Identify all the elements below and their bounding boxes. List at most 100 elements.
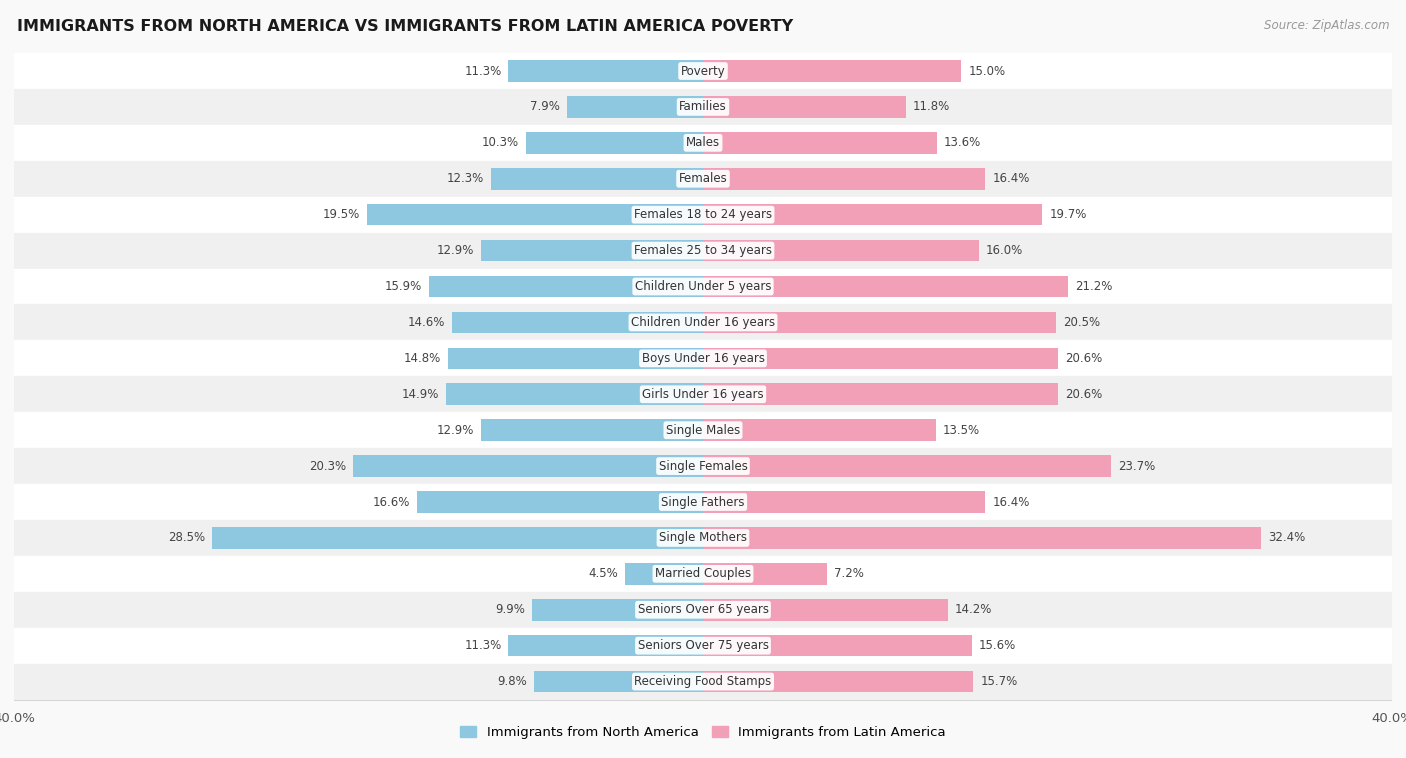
Text: 11.3%: 11.3%	[464, 639, 502, 652]
Bar	[14, 233, 1392, 268]
Bar	[451, 312, 703, 334]
Bar	[14, 53, 1392, 89]
Text: 12.9%: 12.9%	[436, 424, 474, 437]
Text: 15.9%: 15.9%	[385, 280, 422, 293]
Bar	[14, 484, 1392, 520]
Text: 14.9%: 14.9%	[402, 388, 440, 401]
Text: 14.8%: 14.8%	[404, 352, 441, 365]
Text: 19.5%: 19.5%	[323, 208, 360, 221]
Text: 16.6%: 16.6%	[373, 496, 411, 509]
Bar	[14, 89, 1392, 125]
Bar	[212, 527, 703, 549]
Text: 21.2%: 21.2%	[1076, 280, 1112, 293]
Bar	[14, 628, 1392, 664]
Bar	[14, 268, 1392, 305]
Bar	[14, 376, 1392, 412]
Text: Boys Under 16 years: Boys Under 16 years	[641, 352, 765, 365]
Text: 16.4%: 16.4%	[993, 496, 1029, 509]
Text: Married Couples: Married Couples	[655, 567, 751, 581]
Text: Single Males: Single Males	[666, 424, 740, 437]
Bar	[533, 599, 703, 621]
Bar	[703, 132, 938, 154]
Text: Single Fathers: Single Fathers	[661, 496, 745, 509]
Bar	[534, 671, 703, 692]
Text: 23.7%: 23.7%	[1118, 459, 1156, 472]
Bar	[14, 520, 1392, 556]
Text: Children Under 5 years: Children Under 5 years	[634, 280, 772, 293]
Bar	[703, 276, 1069, 297]
Bar	[526, 132, 703, 154]
Bar	[509, 60, 703, 82]
Bar	[509, 635, 703, 656]
Text: 20.6%: 20.6%	[1064, 352, 1102, 365]
Bar	[703, 491, 986, 513]
Bar	[703, 599, 948, 621]
Text: IMMIGRANTS FROM NORTH AMERICA VS IMMIGRANTS FROM LATIN AMERICA POVERTY: IMMIGRANTS FROM NORTH AMERICA VS IMMIGRA…	[17, 19, 793, 34]
Text: 13.5%: 13.5%	[942, 424, 980, 437]
Text: 20.3%: 20.3%	[309, 459, 346, 472]
Text: Receiving Food Stamps: Receiving Food Stamps	[634, 675, 772, 688]
Text: 13.6%: 13.6%	[945, 136, 981, 149]
Bar	[703, 60, 962, 82]
Text: 16.4%: 16.4%	[993, 172, 1029, 185]
Bar	[703, 168, 986, 190]
Text: 12.9%: 12.9%	[436, 244, 474, 257]
Bar	[703, 419, 935, 441]
Bar	[14, 664, 1392, 700]
Text: 19.7%: 19.7%	[1049, 208, 1087, 221]
Bar	[449, 348, 703, 369]
Text: 16.0%: 16.0%	[986, 244, 1022, 257]
Text: 15.0%: 15.0%	[969, 64, 1005, 77]
Bar	[703, 384, 1057, 405]
Legend: Immigrants from North America, Immigrants from Latin America: Immigrants from North America, Immigrant…	[456, 720, 950, 744]
Text: Girls Under 16 years: Girls Under 16 years	[643, 388, 763, 401]
Text: 20.5%: 20.5%	[1063, 316, 1099, 329]
Bar	[14, 305, 1392, 340]
Text: 9.8%: 9.8%	[498, 675, 527, 688]
Text: Single Mothers: Single Mothers	[659, 531, 747, 544]
Text: Seniors Over 65 years: Seniors Over 65 years	[637, 603, 769, 616]
Bar	[703, 96, 907, 117]
Text: 7.2%: 7.2%	[834, 567, 863, 581]
Text: 28.5%: 28.5%	[169, 531, 205, 544]
Bar	[429, 276, 703, 297]
Text: 14.6%: 14.6%	[408, 316, 444, 329]
Text: Females 18 to 24 years: Females 18 to 24 years	[634, 208, 772, 221]
Bar	[14, 340, 1392, 376]
Bar	[14, 556, 1392, 592]
Text: 12.3%: 12.3%	[447, 172, 484, 185]
Text: 9.9%: 9.9%	[496, 603, 526, 616]
Bar	[703, 671, 973, 692]
Bar	[367, 204, 703, 225]
Bar	[703, 312, 1056, 334]
Bar	[14, 592, 1392, 628]
Text: Source: ZipAtlas.com: Source: ZipAtlas.com	[1264, 19, 1389, 32]
Bar	[14, 448, 1392, 484]
Text: Females 25 to 34 years: Females 25 to 34 years	[634, 244, 772, 257]
Bar	[703, 456, 1111, 477]
Bar	[626, 563, 703, 584]
Bar	[703, 240, 979, 262]
Bar	[14, 197, 1392, 233]
Text: 20.6%: 20.6%	[1064, 388, 1102, 401]
Text: 15.7%: 15.7%	[980, 675, 1018, 688]
Text: 11.3%: 11.3%	[464, 64, 502, 77]
Bar	[14, 412, 1392, 448]
Text: 7.9%: 7.9%	[530, 100, 560, 114]
Bar	[481, 240, 703, 262]
Bar	[567, 96, 703, 117]
Bar	[446, 384, 703, 405]
Text: 10.3%: 10.3%	[482, 136, 519, 149]
Text: Females: Females	[679, 172, 727, 185]
Text: Single Females: Single Females	[658, 459, 748, 472]
Text: 32.4%: 32.4%	[1268, 531, 1305, 544]
Text: Poverty: Poverty	[681, 64, 725, 77]
Bar	[418, 491, 703, 513]
Bar	[703, 348, 1057, 369]
Bar	[491, 168, 703, 190]
Bar	[703, 204, 1042, 225]
Text: Families: Families	[679, 100, 727, 114]
Bar	[14, 161, 1392, 197]
Bar	[703, 527, 1261, 549]
Text: 14.2%: 14.2%	[955, 603, 991, 616]
